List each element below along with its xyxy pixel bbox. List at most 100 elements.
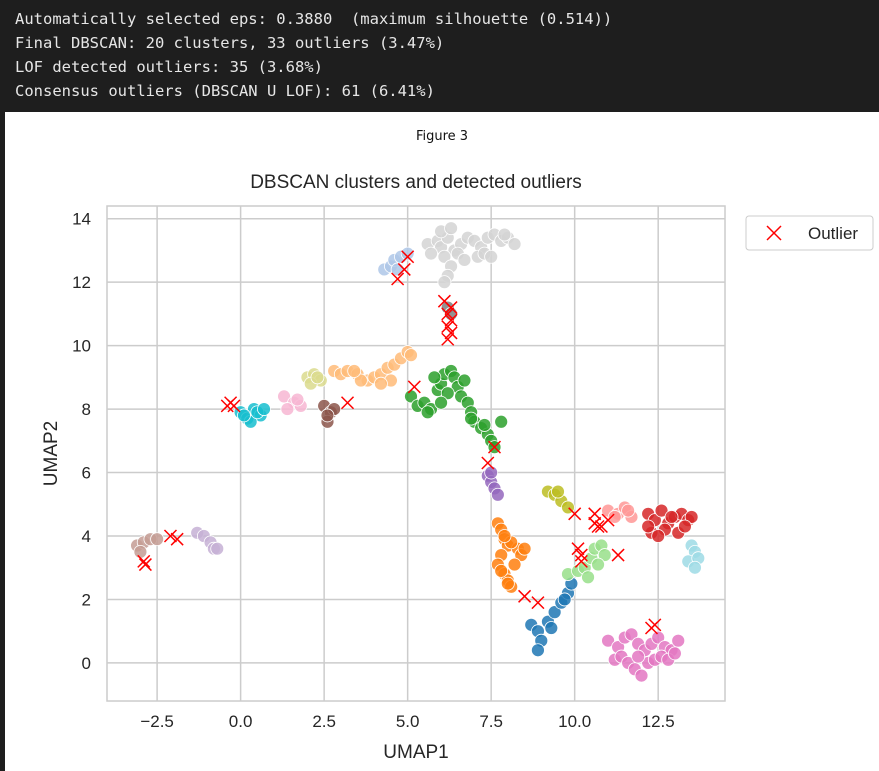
x-tick-label: 10.0 bbox=[558, 712, 591, 731]
cluster-point bbox=[621, 503, 636, 518]
outlier-marker bbox=[407, 380, 421, 394]
console-line-lof: LOF detected outliers: 35 (3.68%) bbox=[15, 58, 323, 76]
cluster-point bbox=[517, 541, 532, 556]
outlier-marker bbox=[591, 519, 605, 534]
outlier-marker bbox=[441, 332, 455, 346]
y-tick-label: 4 bbox=[82, 527, 91, 546]
legend-outlier-label: Outlier bbox=[808, 224, 858, 243]
outlier-marker bbox=[571, 542, 585, 556]
y-tick-label: 8 bbox=[82, 400, 91, 419]
cluster-point bbox=[641, 519, 656, 534]
scatter-chart: −2.5 0.0 2.5 5.0 7.5 10.0 12.5 0 2 4 6 8 10 12 14 DBS… bbox=[41, 172, 874, 763]
cluster-point bbox=[280, 402, 295, 416]
cluster-point bbox=[654, 503, 669, 518]
cluster-point bbox=[671, 633, 686, 648]
grid-layer bbox=[107, 206, 725, 701]
cluster-point bbox=[150, 532, 165, 547]
cluster-point bbox=[424, 246, 438, 261]
cluster-point bbox=[551, 484, 565, 499]
outlier-marker bbox=[391, 272, 405, 286]
cluster-point bbox=[607, 510, 622, 524]
cluster-point bbox=[437, 275, 452, 290]
y-axis-label: UMAP2 bbox=[41, 421, 62, 486]
y-tick-label: 6 bbox=[82, 464, 91, 483]
cluster-point bbox=[457, 373, 472, 388]
figure-label: Figure 3 bbox=[415, 129, 469, 144]
cluster-point bbox=[437, 249, 452, 264]
cluster-point bbox=[320, 408, 335, 423]
cluster-point bbox=[664, 510, 679, 524]
cluster-point bbox=[490, 487, 505, 502]
cluster-point bbox=[434, 395, 448, 410]
cluster-point bbox=[290, 392, 305, 407]
console-output: Automatically selected eps: 0.3880 (maxi… bbox=[0, 0, 879, 112]
outlier-marker bbox=[441, 307, 455, 321]
cluster-point bbox=[404, 348, 418, 363]
outlier-marker bbox=[487, 440, 502, 454]
x-tick-labels: −2.5 0.0 2.5 5.0 7.5 10.0 12.5 bbox=[140, 712, 674, 731]
cluster-point bbox=[500, 576, 515, 591]
x-axis-label: UMAP1 bbox=[383, 742, 448, 763]
cluster-point bbox=[507, 237, 522, 251]
cluster-point bbox=[544, 621, 559, 635]
cluster-point bbox=[547, 605, 562, 620]
y-tick-label: 0 bbox=[82, 654, 91, 673]
cluster-point bbox=[444, 306, 458, 321]
legend-box bbox=[745, 215, 874, 251]
cluster-point bbox=[484, 249, 499, 264]
cluster-point bbox=[597, 548, 612, 562]
cluster-point bbox=[464, 411, 479, 426]
cluster-point bbox=[591, 557, 605, 572]
chart-title: DBSCAN clusters and detected outliers bbox=[250, 172, 582, 193]
cluster-point bbox=[484, 465, 499, 480]
cluster-point bbox=[494, 564, 509, 578]
outlier-marker bbox=[138, 558, 152, 572]
cluster-point bbox=[310, 370, 325, 385]
cluster-point bbox=[494, 414, 509, 429]
cluster-point bbox=[400, 246, 415, 261]
outlier-marker bbox=[518, 589, 532, 603]
console-line-eps: Automatically selected eps: 0.3880 (maxi… bbox=[15, 10, 613, 28]
outlier-marker bbox=[601, 513, 615, 527]
cluster-point bbox=[678, 519, 692, 534]
cluster-point bbox=[353, 373, 368, 388]
x-tick-label: 2.5 bbox=[312, 712, 336, 731]
cluster-point bbox=[347, 364, 362, 378]
figure-panel: Figure 3 −2.5 0.0 2.5 5.0 7.5 10.0 12.5 0 2 4 6 8 1… bbox=[5, 112, 879, 771]
y-tick-label: 2 bbox=[82, 590, 91, 609]
x-tick-label: −2.5 bbox=[140, 712, 174, 731]
outlier-layer bbox=[137, 250, 662, 635]
outlier-marker bbox=[227, 399, 241, 413]
outlier-marker bbox=[397, 262, 411, 276]
cluster-point bbox=[581, 570, 595, 585]
outlier-marker bbox=[574, 548, 588, 562]
outlier-marker bbox=[588, 507, 602, 521]
outlier-marker bbox=[531, 596, 545, 610]
cluster-point bbox=[210, 541, 225, 556]
cluster-point bbox=[557, 592, 572, 607]
cluster-point bbox=[440, 386, 455, 401]
cluster-point bbox=[631, 649, 646, 664]
cluster-point bbox=[531, 643, 545, 658]
cluster-point bbox=[420, 405, 435, 420]
cluster-point bbox=[277, 389, 291, 404]
points-layer bbox=[130, 221, 706, 683]
cluster-point bbox=[507, 557, 522, 572]
cluster-point bbox=[497, 529, 512, 543]
outlier-marker bbox=[401, 250, 415, 264]
y-tick-label: 14 bbox=[72, 210, 91, 229]
cluster-point bbox=[237, 408, 251, 423]
cluster-point bbox=[257, 402, 271, 416]
cluster-point bbox=[601, 633, 615, 648]
cluster-point bbox=[634, 668, 649, 683]
y-tick-label: 10 bbox=[72, 337, 91, 356]
outlier-marker bbox=[444, 301, 458, 315]
cluster-point bbox=[688, 560, 702, 575]
outlier-marker bbox=[444, 326, 458, 340]
cluster-point bbox=[651, 630, 666, 645]
cluster-point bbox=[374, 376, 388, 391]
outlier-marker bbox=[441, 320, 455, 334]
cluster-point bbox=[133, 544, 148, 559]
cluster-point bbox=[684, 510, 699, 524]
outlier-marker bbox=[611, 548, 625, 562]
